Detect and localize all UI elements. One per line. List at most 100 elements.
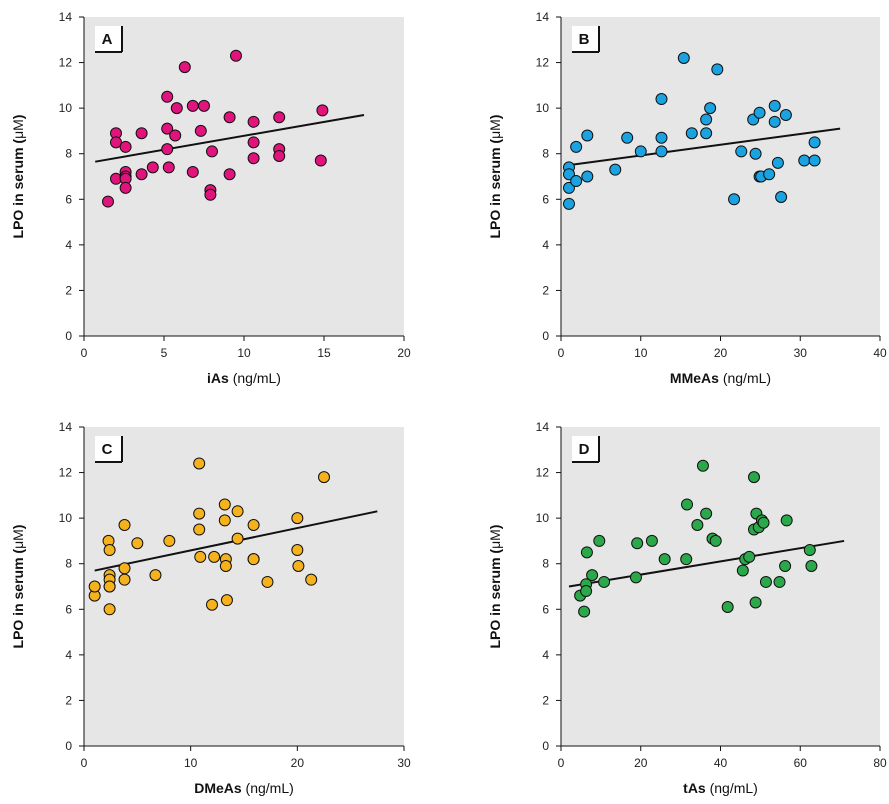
data-point xyxy=(798,154,811,167)
panel-label: C xyxy=(102,441,113,458)
data-point xyxy=(223,168,236,181)
x-tick-label: 10 xyxy=(237,346,251,360)
data-point xyxy=(231,532,244,545)
data-point xyxy=(773,575,786,588)
data-point xyxy=(570,140,583,153)
y-axis-label-main: LPO in serum ( xyxy=(487,139,503,239)
y-axis-label: LPO in serum (μM) xyxy=(10,525,26,649)
x-axis-label-variable: tAs xyxy=(683,780,706,796)
data-point xyxy=(578,605,591,618)
y-tick-label: 10 xyxy=(536,511,550,525)
data-point xyxy=(621,131,634,144)
data-point xyxy=(681,498,694,511)
x-tick-label: 20 xyxy=(714,346,728,360)
data-point xyxy=(231,505,244,518)
data-point xyxy=(711,63,724,76)
y-axis-label-unit: μM xyxy=(487,529,503,549)
data-point xyxy=(728,193,741,206)
y-tick-label: 10 xyxy=(59,101,73,115)
y-axis-label-close: ) xyxy=(487,525,503,530)
y-tick-label: 10 xyxy=(536,101,550,115)
data-point xyxy=(291,512,304,525)
y-axis-label: LPO in serum (μM) xyxy=(487,525,503,649)
x-tick-label: 60 xyxy=(794,756,808,770)
data-point xyxy=(223,111,236,124)
x-tick-label: 20 xyxy=(291,756,305,770)
y-tick-label: 8 xyxy=(65,147,72,161)
data-point xyxy=(562,181,575,194)
data-point xyxy=(570,175,583,188)
y-tick-label: 14 xyxy=(59,10,73,24)
data-point xyxy=(696,459,709,472)
y-axis-label-unit: μM xyxy=(10,119,26,139)
x-tick-label: 80 xyxy=(873,756,887,770)
x-tick-label: 40 xyxy=(873,346,887,360)
x-axis-label-unit: (ng/mL) xyxy=(242,780,294,796)
y-tick-label: 12 xyxy=(536,466,550,480)
data-point xyxy=(103,580,116,593)
data-point xyxy=(808,154,821,167)
y-tick-label: 2 xyxy=(542,283,549,297)
data-point xyxy=(88,580,101,593)
y-tick-label: 14 xyxy=(536,420,550,434)
data-point xyxy=(118,562,131,575)
data-point xyxy=(314,154,327,167)
plot-background xyxy=(561,427,880,746)
data-point xyxy=(609,163,622,176)
panel-b: 0 2 4 6 8 10 12 14 0 10 20 30 40 B LPO in serum (μM) MM… xyxy=(487,10,887,386)
data-point xyxy=(759,575,772,588)
y-axis-label-main: LPO in serum ( xyxy=(10,549,26,649)
x-axis-label-unit: (ng/mL) xyxy=(229,370,281,386)
y-tick-label: 0 xyxy=(65,739,72,753)
data-point xyxy=(146,161,159,174)
data-point xyxy=(273,149,286,162)
data-point xyxy=(118,518,131,531)
panel-a: 0 2 4 6 8 10 12 14 0 5 10 15 20 A LPO in serum (μM) iAs… xyxy=(10,10,411,386)
plot-background xyxy=(84,427,404,746)
data-point xyxy=(291,544,304,557)
trend-line xyxy=(95,113,365,163)
x-tick-label: 15 xyxy=(317,346,331,360)
data-point xyxy=(735,145,748,158)
y-tick-label: 10 xyxy=(59,511,73,525)
plot-background xyxy=(84,17,404,336)
data-point xyxy=(655,131,668,144)
data-point xyxy=(700,127,713,140)
y-tick-label: 0 xyxy=(542,739,549,753)
data-point xyxy=(102,195,114,208)
data-point xyxy=(149,569,162,582)
y-tick-label: 2 xyxy=(65,283,72,297)
data-point xyxy=(562,197,575,210)
data-point xyxy=(247,518,260,531)
panel-label: A xyxy=(102,31,113,48)
data-point xyxy=(700,507,713,520)
data-point xyxy=(230,49,242,62)
data-point xyxy=(247,115,260,128)
data-point xyxy=(316,104,329,117)
data-point xyxy=(273,111,286,124)
data-point xyxy=(247,136,260,149)
y-tick-label: 8 xyxy=(65,557,72,571)
y-axis-label-close: ) xyxy=(10,115,26,120)
data-point xyxy=(700,113,713,126)
data-point xyxy=(586,569,599,582)
panel-label-box xyxy=(95,436,122,462)
data-point xyxy=(161,122,174,135)
data-point xyxy=(218,514,231,527)
data-point xyxy=(193,523,206,536)
x-tick-label: 5 xyxy=(161,346,168,360)
data-point xyxy=(580,546,593,559)
data-point xyxy=(131,537,144,550)
data-point xyxy=(691,518,704,531)
data-point xyxy=(757,516,770,529)
panel-label: D xyxy=(579,441,590,458)
data-point xyxy=(247,152,260,165)
data-point xyxy=(208,550,221,563)
y-tick-label: 0 xyxy=(542,329,549,343)
data-point xyxy=(135,168,148,181)
data-point xyxy=(747,471,760,484)
y-axis-label-main: LPO in serum ( xyxy=(487,549,503,649)
data-point xyxy=(118,573,131,586)
